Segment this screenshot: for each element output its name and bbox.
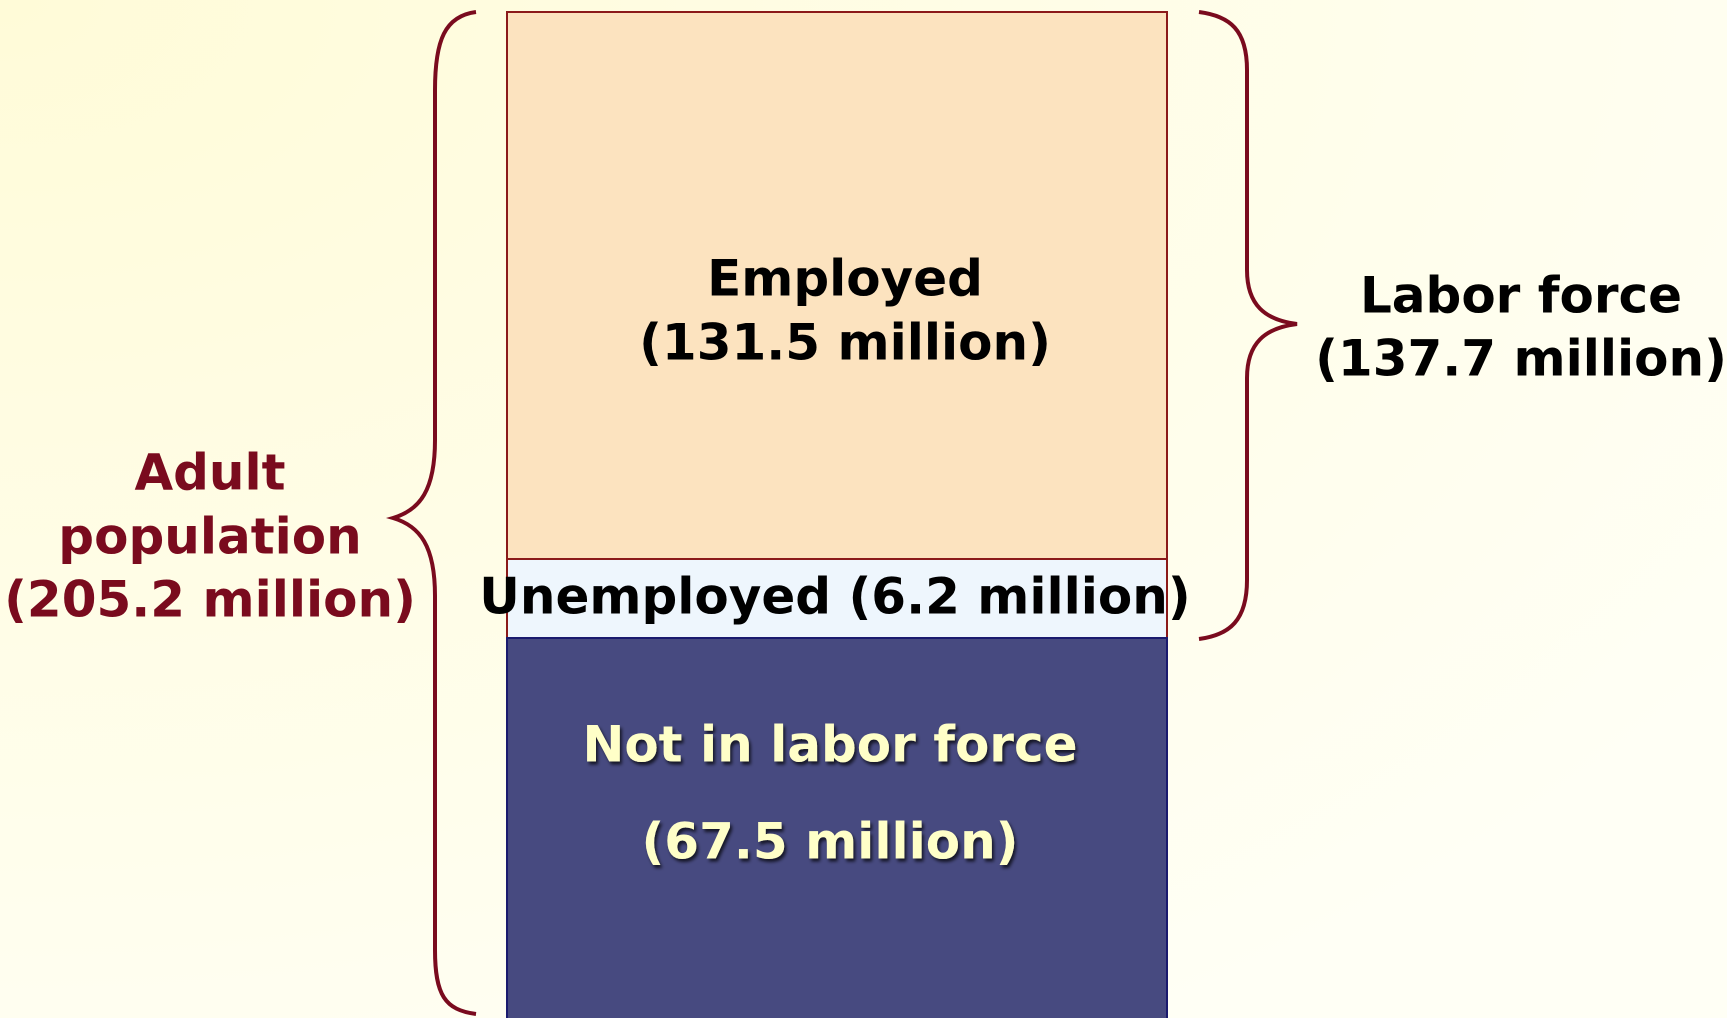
adult-population-brace [385,10,477,1016]
employed-label: Employed [707,250,983,308]
employed-box [506,11,1168,560]
not-in-labor-force-label: Not in labor force [582,716,1077,774]
labor-force-label: Labor force [1360,267,1682,325]
labor-force-brace [1198,10,1298,641]
employed-amount: (131.5 million) [639,314,1051,372]
unemployed-box [506,558,1168,639]
adult-population-amount: (205.2 million) [4,571,416,629]
not-in-labor-force-amount: (67.5 million) [641,813,1018,871]
adult-population-label: population [58,508,361,566]
adult-population-label: Adult [134,444,285,502]
not-in-labor-force-box [506,637,1168,1018]
labor-force-amount: (137.7 million) [1315,330,1727,388]
unemployed-label: Unemployed (6.2 million) [479,568,1190,626]
